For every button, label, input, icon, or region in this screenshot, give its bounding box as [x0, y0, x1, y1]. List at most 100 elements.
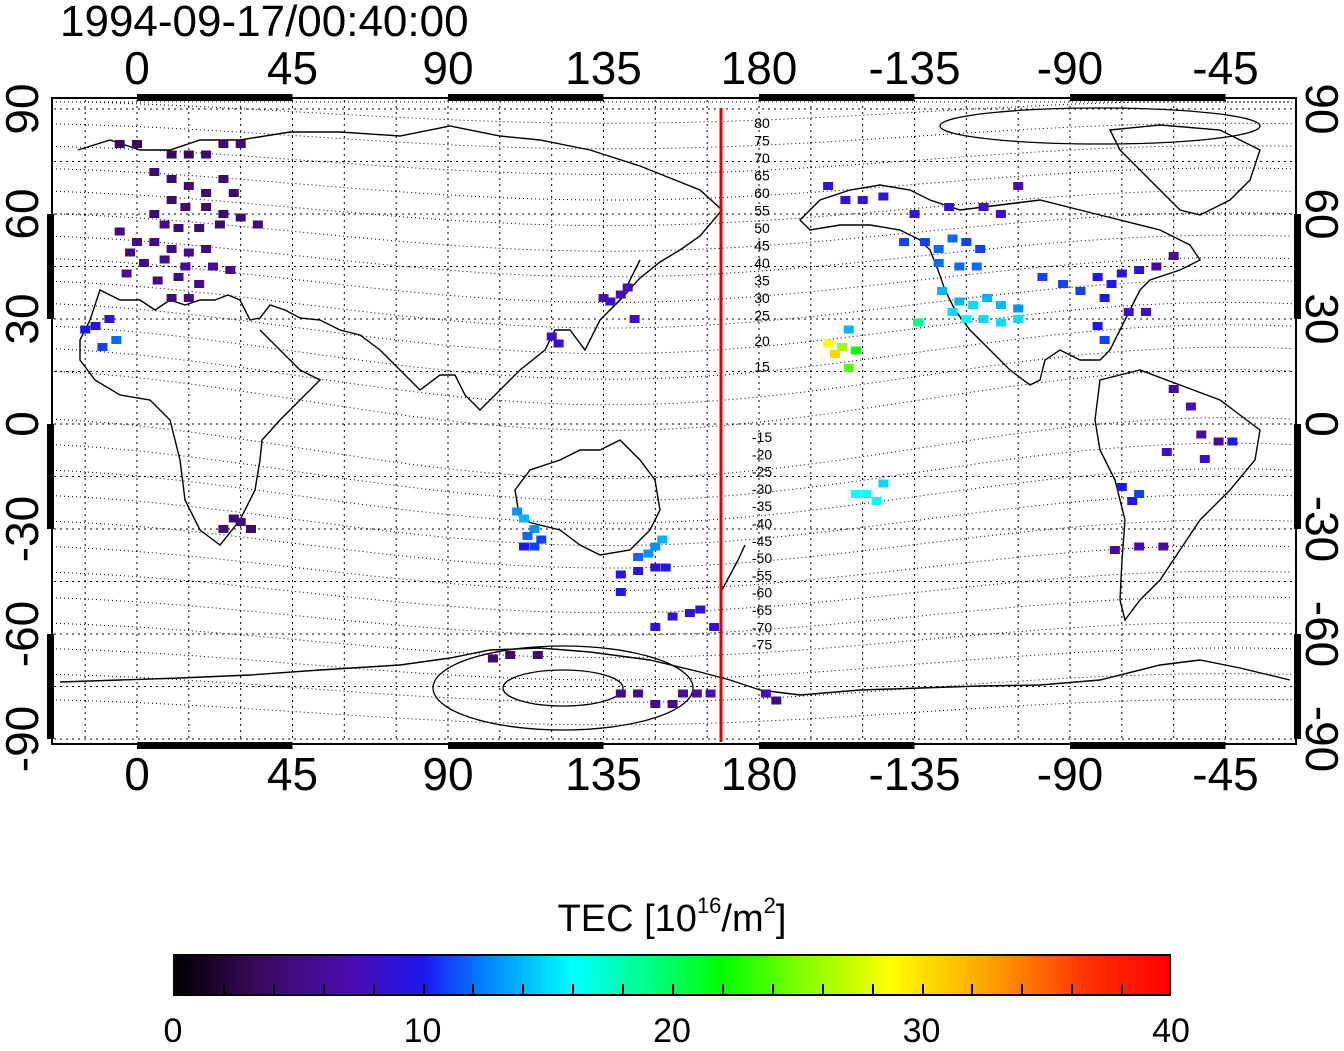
- tec-observation: [1141, 308, 1151, 316]
- y-tick-label-right: 90: [1296, 83, 1344, 134]
- tec-observation: [598, 294, 609, 302]
- x-axis-bar-top: [759, 94, 915, 101]
- tec-observation: [633, 567, 644, 575]
- contour-label: 25: [754, 308, 770, 324]
- tec-observation: [633, 553, 644, 561]
- contour-label: 35: [754, 273, 770, 289]
- tec-observation: [850, 346, 861, 355]
- tec-observation: [1075, 287, 1086, 295]
- tec-observation: [975, 245, 986, 253]
- colorbar-minor-tick: [222, 984, 225, 996]
- contour-label: -65: [752, 602, 772, 618]
- tec-observation: [836, 343, 847, 351]
- colorbar-minor-tick: [821, 984, 824, 996]
- tec-observation: [218, 140, 229, 148]
- tec-observation: [615, 570, 626, 579]
- tec-observation: [1199, 455, 1210, 463]
- colorbar-minor-tick: [472, 984, 475, 996]
- tec-observation: [667, 700, 678, 708]
- contour-line: [55, 442, 1293, 502]
- tec-observation: [1037, 273, 1048, 281]
- tec-observation: [519, 514, 529, 523]
- tec-observation: [1134, 542, 1145, 551]
- contour-label: -50: [752, 550, 772, 566]
- tec-observation: [615, 689, 626, 698]
- tec-observation: [650, 700, 661, 708]
- tec-observation: [235, 213, 246, 222]
- contour-label: 60: [754, 185, 770, 201]
- y-tick-label-left: 30: [0, 293, 48, 344]
- tec-observation: [684, 609, 695, 617]
- x-tick-label-top: 0: [124, 42, 150, 94]
- tec-observation: [201, 150, 212, 159]
- tec-observation: [252, 220, 263, 229]
- tec-observation: [1013, 304, 1024, 313]
- tec-observation: [1213, 437, 1224, 446]
- tec-observation: [166, 196, 177, 204]
- x-tick-label-bottom: -45: [1192, 748, 1258, 800]
- tec-observation: [529, 542, 540, 551]
- tec-observation: [760, 689, 771, 698]
- x-tick-label-top: 135: [565, 42, 642, 94]
- tec-observation: [995, 301, 1006, 309]
- contour-label: 80: [754, 115, 770, 131]
- tec-observation: [650, 563, 661, 572]
- tec-observation: [90, 322, 101, 330]
- tec-observation: [1013, 315, 1024, 323]
- tec-observation: [208, 262, 218, 271]
- x-axis-bar-bottom: [1070, 742, 1226, 749]
- contour-label: 40: [754, 255, 770, 271]
- contour-line: [55, 279, 1293, 329]
- tec-observation: [622, 283, 633, 292]
- contour-label: -70: [752, 619, 772, 635]
- tec-observation: [615, 588, 626, 596]
- tec-observation: [995, 318, 1006, 327]
- tec-observation: [214, 220, 225, 229]
- colorbar-minor-tick: [322, 984, 325, 996]
- y-tick-label-left: 60: [0, 188, 48, 239]
- tec-observation: [218, 210, 229, 218]
- y-tick-label-left: 90: [0, 83, 48, 134]
- tec-observation: [194, 224, 205, 232]
- tec-observation: [695, 605, 706, 614]
- tec-observation: [657, 535, 668, 544]
- y-axis-bar-left: [47, 634, 54, 739]
- y-axis-bar-right: [1294, 634, 1301, 739]
- tec-observation: [1151, 262, 1162, 271]
- tec-observation: [961, 238, 972, 246]
- tec-observation: [615, 290, 626, 299]
- x-axis-bar-top: [137, 94, 293, 101]
- x-tick-label-bottom: 135: [565, 748, 642, 800]
- tec-observation: [843, 325, 854, 334]
- contour-label: -60: [752, 585, 772, 601]
- contour-label: -25: [752, 464, 772, 480]
- contour-pole-south-inner: [502, 669, 624, 707]
- tec-observation: [650, 542, 661, 551]
- x-axis-bar-top: [448, 94, 604, 101]
- tec-observation: [954, 262, 965, 271]
- tec-observation: [857, 196, 868, 204]
- y-tick-label-right: 0: [1296, 411, 1344, 437]
- x-tick-label-bottom: -135: [868, 748, 960, 800]
- tec-observation: [909, 210, 920, 218]
- tec-observation: [228, 189, 239, 197]
- tec-observation: [173, 224, 184, 232]
- y-tick-label-left: -30: [0, 496, 48, 562]
- tec-observation: [235, 140, 246, 148]
- tec-observation: [660, 563, 671, 572]
- colorbar-minor-tick: [771, 984, 774, 996]
- tec-observation: [1092, 273, 1103, 281]
- tec-observation: [183, 182, 194, 190]
- tec-observation: [947, 308, 958, 316]
- x-axis-bar-bottom: [448, 742, 604, 749]
- tec-observation: [132, 238, 142, 246]
- tec-observation: [678, 689, 688, 698]
- contour-label: -40: [752, 516, 772, 532]
- tec-map: 0045459090135135180180-135-135-90-90-45-…: [0, 42, 1344, 800]
- tec-observation: [532, 651, 543, 659]
- y-tick-label-right: -60: [1296, 601, 1344, 667]
- x-tick-label-bottom: 0: [124, 748, 150, 800]
- tec-observation: [149, 238, 160, 246]
- contour-line: [55, 189, 1293, 227]
- tec-observation: [709, 623, 720, 631]
